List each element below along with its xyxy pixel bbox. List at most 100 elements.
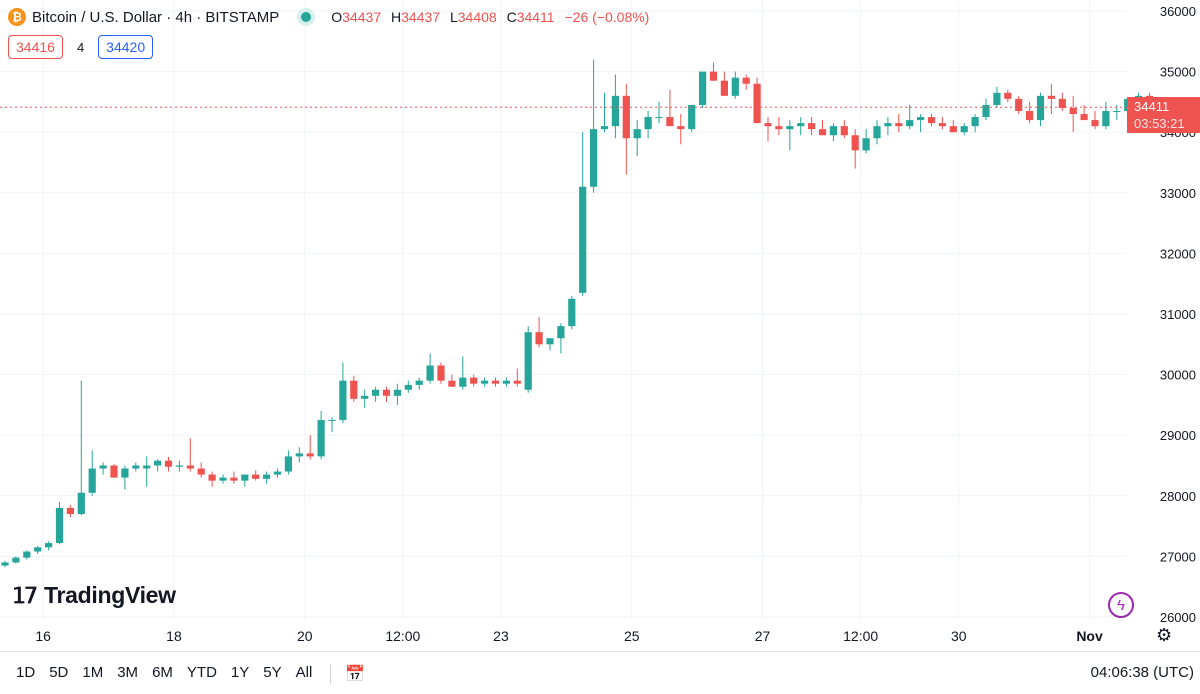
- candle-body: [1058, 98, 1066, 108]
- candle-body: [154, 460, 162, 466]
- price-tick-label: 32000: [1160, 246, 1196, 261]
- candle: [295, 447, 303, 463]
- candle: [437, 362, 445, 384]
- candle-body: [448, 380, 456, 387]
- candle: [622, 83, 630, 175]
- open-label: O: [331, 9, 343, 25]
- candle-body: [1069, 107, 1077, 115]
- price-axis[interactable]: 26000 27000 28000 29000 30000 31000 32000 33000…: [1160, 4, 1196, 625]
- candle-body: [99, 465, 107, 469]
- candle: [579, 132, 587, 296]
- candle-body: [164, 460, 173, 467]
- candle: [666, 89, 674, 127]
- tradingview-logo-icon: 𝟣𝟩: [12, 582, 38, 608]
- candle: [938, 117, 946, 130]
- candle: [77, 380, 85, 516]
- range-3m-button[interactable]: 3M: [117, 664, 139, 681]
- bid-button[interactable]: 34416: [8, 35, 63, 59]
- candle-body: [219, 477, 227, 481]
- candle-body: [840, 126, 848, 136]
- candle: [699, 71, 707, 108]
- candle-body: [709, 71, 718, 81]
- candle: [546, 338, 554, 351]
- range-ytd-button[interactable]: YTD: [186, 664, 217, 681]
- settings-gear-icon[interactable]: ⚙: [1156, 625, 1173, 645]
- candle-body: [513, 380, 521, 384]
- candle: [633, 120, 641, 157]
- candle: [241, 474, 249, 487]
- price-tick-label: 31000: [1160, 307, 1196, 322]
- range-all-button[interactable]: All: [295, 664, 313, 681]
- candle: [688, 104, 696, 133]
- utc-clock[interactable]: 04:06:38 (UTC): [1090, 664, 1194, 681]
- candle: [132, 462, 140, 472]
- candle: [797, 117, 805, 136]
- candle: [644, 110, 652, 139]
- candle: [328, 417, 336, 433]
- candle-body: [197, 468, 205, 475]
- candle: [535, 317, 543, 348]
- time-axis[interactable]: 16 18 20 12:00 23 25 27 12:00 30 Nov: [35, 628, 1103, 644]
- symbol-title[interactable]: Bitcoin / U.S. Dollar · 4h · BITSTAMP: [32, 8, 280, 26]
- spread-value: 4: [76, 39, 85, 55]
- candle-body: [361, 395, 369, 399]
- candle: [470, 374, 478, 387]
- candle-body: [895, 123, 903, 127]
- candle: [208, 471, 216, 487]
- candle-body: [753, 83, 761, 124]
- candle-body: [949, 126, 957, 133]
- candle-body: [175, 465, 183, 467]
- price-tick-label: 29000: [1160, 428, 1196, 443]
- range-1y-button[interactable]: 1Y: [230, 664, 250, 681]
- candle: [873, 120, 881, 145]
- tradingview-watermark[interactable]: 𝟣𝟩 TradingView: [12, 582, 176, 609]
- candle-body: [927, 117, 936, 124]
- candle: [1080, 104, 1088, 121]
- range-6m-button[interactable]: 6M: [152, 664, 173, 681]
- candle-body: [982, 104, 990, 118]
- candle: [404, 380, 412, 393]
- candle: [993, 86, 1001, 108]
- candle: [99, 462, 107, 475]
- price-tick-label: 30000: [1160, 368, 1196, 383]
- calendar-goto-icon[interactable]: 📅: [345, 666, 366, 683]
- range-5d-button[interactable]: 5D: [49, 664, 69, 681]
- range-1m-button[interactable]: 1M: [82, 664, 104, 681]
- candle: [753, 77, 761, 124]
- candle: [829, 123, 837, 142]
- candle: [273, 468, 282, 478]
- candle-body: [252, 474, 260, 479]
- candle: [459, 356, 467, 390]
- candle: [382, 386, 391, 402]
- time-tick-label: 16: [35, 628, 51, 644]
- change-value: −26 (−0.08%): [564, 9, 650, 25]
- symbol-header[interactable]: ₿ Bitcoin / U.S. Dollar · 4h · BITSTAMP …: [8, 6, 655, 28]
- candle: [361, 389, 369, 408]
- time-tick-label: 12:00: [385, 628, 420, 644]
- candle: [350, 375, 358, 402]
- candle: [808, 117, 816, 136]
- candle-body: [546, 338, 554, 345]
- watermark-text: TradingView: [44, 582, 176, 608]
- candle: [45, 541, 53, 551]
- candle-body: [535, 332, 543, 345]
- candle-body: [1080, 114, 1088, 121]
- candle-body: [1, 562, 9, 566]
- lightning-icon[interactable]: ϟ: [1108, 592, 1134, 618]
- candle-body: [317, 420, 325, 457]
- candle: [491, 377, 500, 387]
- candle-body: [502, 380, 510, 384]
- candle-body: [77, 492, 85, 514]
- candle: [448, 374, 456, 387]
- ask-button[interactable]: 34420: [98, 35, 154, 59]
- candle: [88, 450, 96, 496]
- candle: [590, 59, 598, 193]
- range-1d-button[interactable]: 1D: [16, 664, 36, 681]
- candlestick-chart[interactable]: 26000 27000 28000 29000 30000 31000 32000 33000…: [0, 0, 1200, 651]
- price-tick-label: 35000: [1160, 65, 1196, 80]
- candle: [121, 465, 129, 490]
- candle-body: [600, 126, 609, 130]
- candle-body: [34, 547, 42, 552]
- range-5y-button[interactable]: 5Y: [263, 664, 282, 681]
- candle-body: [524, 332, 532, 390]
